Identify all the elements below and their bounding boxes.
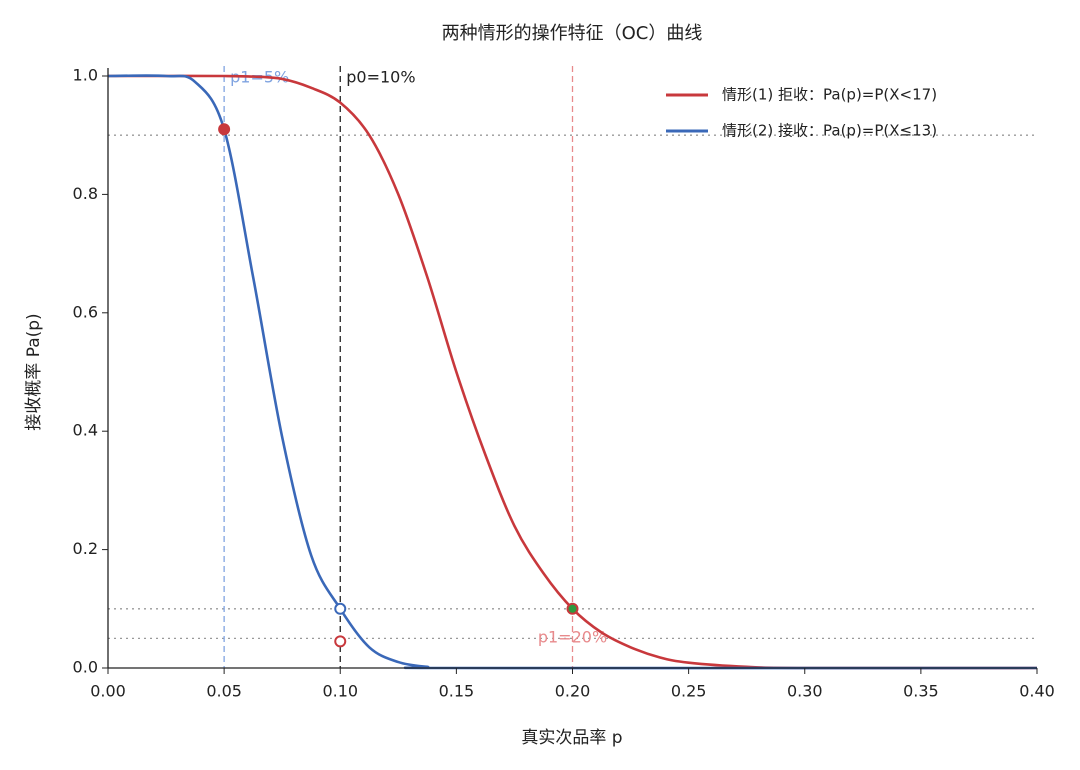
legend-label: 情形(2) 接收：Pa(p)=P(X≤13) (722, 122, 937, 140)
x-tick-label: 0.35 (903, 682, 939, 701)
x-tick-label: 0.15 (439, 682, 475, 701)
y-tick-label: 1.0 (73, 66, 98, 85)
marker (334, 635, 347, 648)
x-tick-label: 0.25 (671, 682, 707, 701)
annotation: p0=10% (346, 68, 415, 87)
x-tick-label: 0.20 (555, 682, 591, 701)
x-axis-label: 真实次品率 p (521, 728, 622, 748)
marker (334, 602, 347, 615)
y-tick-label: 0.8 (73, 184, 98, 203)
line-series (107, 74, 1038, 670)
x-tick-label: 0.30 (787, 682, 823, 701)
x-tick-label: 0.10 (322, 682, 358, 701)
y-tick-label: 0.0 (73, 658, 98, 677)
chart-title: 两种情形的操作特征（OC）曲线 (442, 23, 703, 44)
y-tick-label: 0.2 (73, 539, 98, 558)
marker (566, 602, 579, 615)
x-tick-label: 0.05 (206, 682, 242, 701)
x-tick-label: 0.40 (1019, 682, 1055, 701)
y-tick-label: 0.6 (73, 302, 98, 321)
x-tick-label: 0.00 (90, 682, 126, 701)
annotation: p1=20% (538, 628, 607, 647)
marker (218, 123, 231, 136)
legend-label: 情形(1) 拒收：Pa(p)=P(X<17) (722, 86, 937, 104)
y-tick-label: 0.4 (73, 421, 98, 440)
y-axis-label: 接收概率 Pa(p) (24, 313, 44, 430)
